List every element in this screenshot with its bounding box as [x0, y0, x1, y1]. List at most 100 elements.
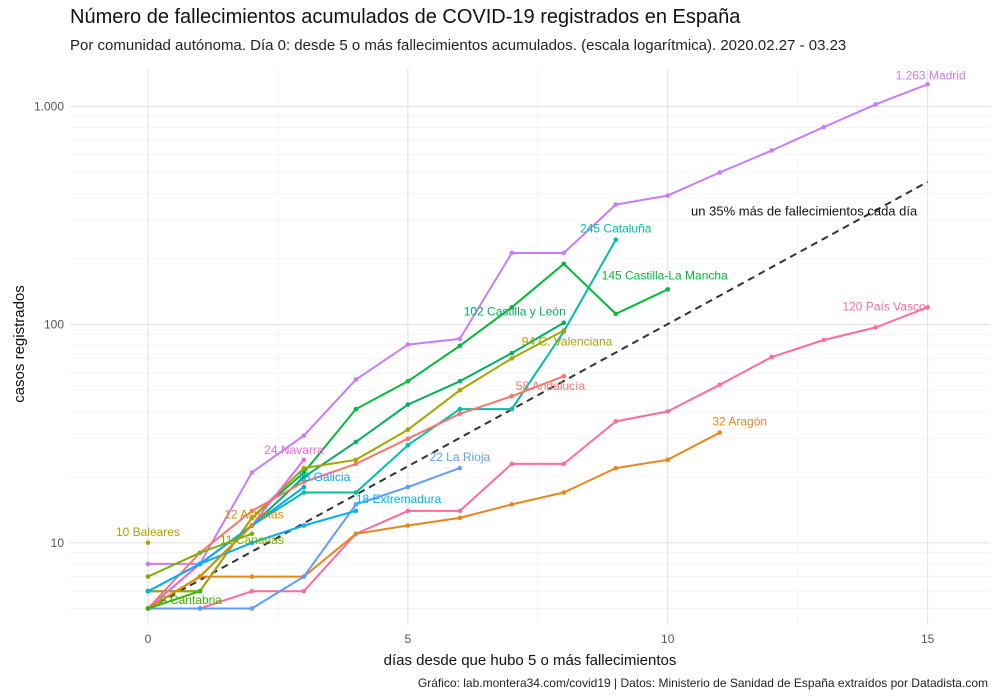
data-point — [249, 531, 255, 537]
data-point — [249, 574, 255, 579]
data-point — [613, 202, 619, 207]
data-point — [925, 305, 930, 310]
x-tick-label: 5 — [405, 632, 412, 646]
data-point — [457, 515, 463, 521]
y-tick-label: 100 — [44, 318, 64, 332]
data-point — [873, 102, 878, 107]
series-line — [148, 83, 928, 565]
data-point — [145, 574, 151, 579]
data-point — [717, 430, 723, 435]
series-baleares — [145, 540, 151, 546]
data-point — [561, 328, 567, 333]
data-point — [301, 588, 307, 594]
series-line — [148, 306, 928, 610]
chart-subtitle: Por comunidad autónoma. Día 0: desde 5 o… — [70, 37, 847, 54]
data-point — [249, 508, 255, 514]
data-point — [665, 457, 671, 463]
data-point — [561, 320, 567, 326]
data-point — [197, 561, 203, 567]
data-point — [457, 387, 463, 393]
series-label: 58 Andalucía — [516, 379, 586, 393]
data-point — [665, 287, 671, 292]
data-point — [301, 457, 307, 463]
y-tick-label: 10 — [51, 536, 65, 550]
series-label: 12 Asturias — [224, 508, 283, 522]
series-andalucía — [145, 373, 567, 611]
data-point — [769, 148, 774, 153]
data-point — [301, 433, 307, 438]
data-point — [301, 465, 307, 471]
data-point — [509, 502, 515, 507]
reference-growth-line — [147, 181, 929, 610]
data-point — [769, 354, 774, 360]
data-point — [301, 479, 307, 485]
data-point — [457, 465, 463, 471]
series-label: 145 Castilla-La Mancha — [602, 268, 728, 282]
x-tick-label: 0 — [145, 632, 152, 646]
data-point — [353, 406, 359, 412]
series-label: 24 Navarra — [264, 443, 324, 457]
data-point — [301, 523, 307, 528]
data-point — [405, 342, 411, 347]
grid-layer — [70, 68, 990, 625]
data-point — [405, 484, 411, 490]
data-point — [457, 411, 463, 417]
series-label: 10 Baleares — [116, 525, 180, 539]
data-point — [249, 470, 255, 475]
data-point — [249, 515, 255, 521]
data-point — [249, 540, 255, 546]
data-point — [405, 442, 411, 448]
data-point — [301, 490, 307, 495]
series-canarias — [145, 531, 255, 579]
series-cantabria — [145, 588, 203, 611]
data-point — [509, 350, 515, 356]
data-point — [301, 574, 307, 579]
data-point — [405, 427, 411, 432]
data-point — [353, 461, 359, 467]
reference-line-layer: un 35% más de fallecimientos cada día — [147, 181, 929, 610]
data-point — [665, 193, 671, 198]
series-line — [147, 431, 721, 610]
data-point — [249, 606, 255, 611]
data-point — [353, 502, 359, 507]
data-point — [821, 337, 826, 343]
data-point — [145, 561, 151, 567]
data-point — [197, 550, 203, 556]
series-label: 32 Aragón — [712, 415, 767, 429]
data-point — [353, 457, 359, 463]
data-point — [353, 490, 359, 495]
data-point — [405, 378, 411, 384]
series-layer — [145, 81, 930, 611]
series-line — [147, 590, 201, 610]
data-point — [613, 465, 619, 471]
data-point — [197, 606, 203, 611]
data-point — [457, 406, 463, 412]
data-point — [509, 393, 515, 399]
series-c-valenciana — [145, 328, 567, 594]
series-extremadura — [145, 508, 359, 594]
data-point — [145, 540, 151, 546]
data-point — [509, 250, 515, 256]
data-point — [353, 508, 359, 514]
data-point — [457, 343, 463, 349]
axis-layer: 10 100 1.000 0 5 10 15 — [34, 99, 935, 646]
y-tick-label: 1.000 — [34, 99, 64, 113]
x-tick-label: 15 — [921, 632, 935, 646]
data-point — [613, 311, 619, 317]
series-label: 120 País Vasco — [842, 299, 925, 313]
data-point — [613, 419, 619, 424]
series-label: 245 Cataluña — [580, 222, 652, 236]
data-point — [873, 325, 878, 330]
data-point — [353, 377, 359, 382]
data-point — [457, 508, 463, 514]
data-point — [665, 409, 671, 414]
series-label: 6 Cantabria — [160, 593, 222, 607]
y-axis-title: casos registrados — [11, 285, 28, 403]
data-point — [197, 588, 203, 594]
data-point — [925, 81, 930, 87]
series-aragón — [145, 430, 723, 611]
data-point — [301, 484, 307, 490]
data-point — [509, 356, 515, 361]
data-point — [405, 508, 411, 514]
